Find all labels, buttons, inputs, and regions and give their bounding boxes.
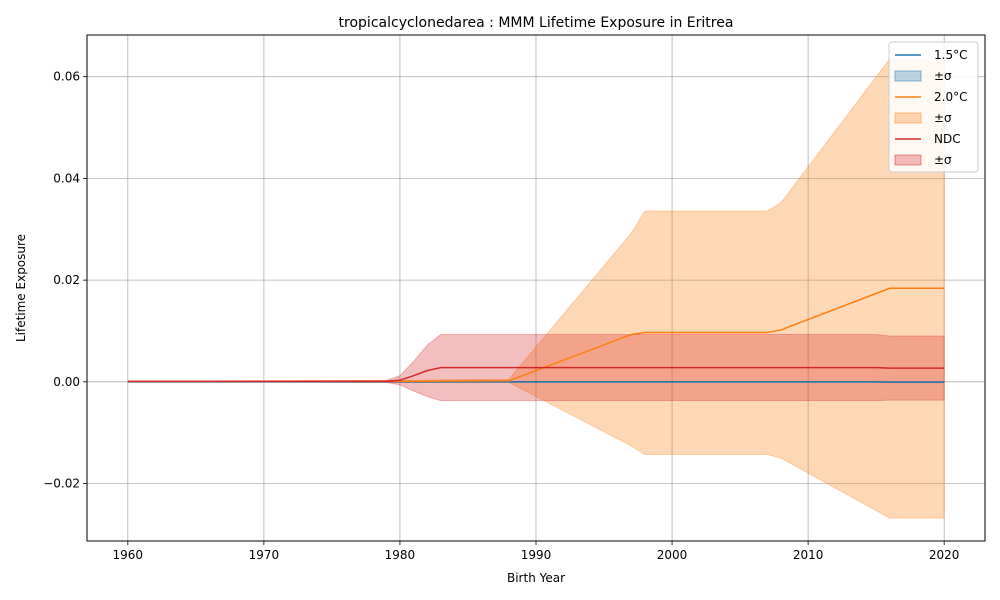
series-line-2 <box>127 287 945 383</box>
y-axis-label: Lifetime Exposure <box>14 234 28 342</box>
legend-band-label: ±σ <box>934 69 952 83</box>
legend-band-label: ±σ <box>934 111 952 125</box>
legend-band-swatch <box>894 154 922 166</box>
legend-band-label: ±σ <box>934 153 952 167</box>
legend-label: 2.0°C <box>934 90 967 104</box>
y-tick-label: 0.00 <box>53 375 80 389</box>
ticks: 1960 1970 1980 1990 2000 2010 2020 −0.02 0.00 0.0… <box>43 70 959 562</box>
legend-band-swatch <box>894 112 922 124</box>
legend-band-swatch <box>894 70 922 82</box>
x-tick-label: 1990 <box>521 548 552 562</box>
x-tick-label: 1980 <box>385 548 416 562</box>
chart-title: tropicalcyclonedarea : MMM Lifetime Expo… <box>339 15 734 31</box>
x-tick-label: 1960 <box>113 548 144 562</box>
legend: 1.5°C ±σ 2.0°C ±σ NDC ±σ <box>888 41 979 173</box>
legend-label: 1.5°C <box>934 48 967 62</box>
y-tick-label: 0.06 <box>53 70 80 84</box>
y-tick-label: −0.02 <box>43 477 80 491</box>
x-axis-label: Birth Year <box>507 571 565 585</box>
y-tick-label: 0.04 <box>53 171 80 185</box>
x-tick-label: 1970 <box>249 548 280 562</box>
lines <box>127 287 945 383</box>
y-tick-label: 0.02 <box>53 273 80 287</box>
x-tick-label: 2020 <box>929 548 960 562</box>
x-tick-label: 2000 <box>657 548 688 562</box>
legend-label: NDC <box>934 132 961 146</box>
series-line-3 <box>127 366 945 383</box>
x-tick-label: 2010 <box>793 548 824 562</box>
